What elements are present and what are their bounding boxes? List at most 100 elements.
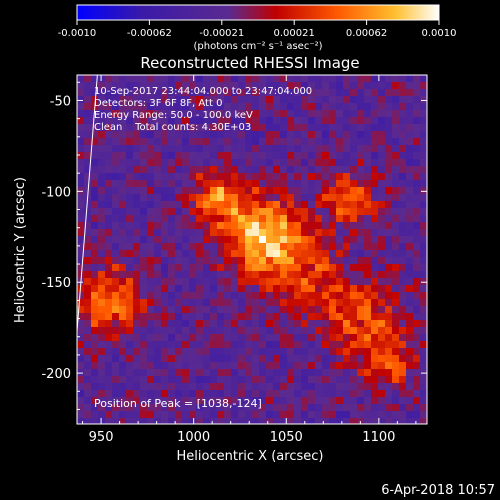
heatmap-cell [280, 194, 287, 201]
heatmap-cell [343, 250, 350, 257]
heatmap-cell [392, 390, 399, 397]
heatmap-cell [91, 411, 98, 418]
heatmap-cell [168, 180, 175, 187]
heatmap-cell [168, 355, 175, 362]
heatmap-cell [154, 292, 161, 299]
heatmap-cell [84, 124, 91, 131]
heatmap-cell [91, 369, 98, 376]
heatmap-cell [126, 397, 133, 404]
heatmap-cell [182, 138, 189, 145]
heatmap-cell [336, 138, 343, 145]
heatmap-cell [399, 306, 406, 313]
heatmap-cell [161, 418, 168, 424]
heatmap-cell [357, 222, 364, 229]
heatmap-cell [371, 110, 378, 117]
heatmap-cell [126, 187, 133, 194]
heatmap-cell [371, 313, 378, 320]
heatmap-cell [154, 194, 161, 201]
heatmap-cell [287, 257, 294, 264]
heatmap-cell [343, 299, 350, 306]
heatmap-cell [273, 75, 280, 82]
heatmap-cell [378, 348, 385, 355]
heatmap-cell [322, 362, 329, 369]
heatmap-cell [399, 334, 406, 341]
heatmap-cell [280, 89, 287, 96]
heatmap-cell [371, 208, 378, 215]
heatmap-cell [385, 243, 392, 250]
heatmap-cell [280, 152, 287, 159]
heatmap-cell [252, 159, 259, 166]
heatmap-cell [350, 390, 357, 397]
heatmap-cell [294, 341, 301, 348]
heatmap-cell [336, 404, 343, 411]
heatmap-cell [406, 215, 413, 222]
heatmap-cell [224, 89, 231, 96]
heatmap-cell [154, 229, 161, 236]
heatmap-cell [98, 96, 105, 103]
heatmap-cell [203, 180, 210, 187]
heatmap-cell [273, 299, 280, 306]
heatmap-cell [154, 215, 161, 222]
heatmap-cell [280, 138, 287, 145]
heatmap-cell [147, 376, 154, 383]
heatmap-cell [252, 173, 259, 180]
heatmap-cell [126, 159, 133, 166]
heatmap-cell [420, 320, 427, 327]
heatmap-cell [210, 201, 217, 208]
heatmap-cell [217, 145, 224, 152]
heatmap-cell [119, 103, 126, 110]
heatmap-cell [252, 82, 259, 89]
heatmap-cell [203, 376, 210, 383]
heatmap-cell [126, 250, 133, 257]
heatmap-cell [105, 117, 112, 124]
heatmap-cell [357, 145, 364, 152]
heatmap-cell [105, 124, 112, 131]
heatmap-cell [273, 82, 280, 89]
heatmap-cell [413, 383, 420, 390]
heatmap-cell [413, 194, 420, 201]
heatmap-cell [343, 327, 350, 334]
heatmap-cell [301, 250, 308, 257]
heatmap-cell [231, 110, 238, 117]
heatmap-cell [105, 96, 112, 103]
heatmap-cell [336, 208, 343, 215]
heatmap-cell [168, 306, 175, 313]
heatmap-cell [147, 404, 154, 411]
heatmap-cell [147, 173, 154, 180]
heatmap-cell [413, 362, 420, 369]
heatmap-cell [189, 376, 196, 383]
heatmap-cell [294, 138, 301, 145]
heatmap-cell [224, 327, 231, 334]
heatmap-cell [413, 285, 420, 292]
heatmap-cell [287, 397, 294, 404]
heatmap-cell [378, 208, 385, 215]
heatmap-cell [119, 390, 126, 397]
heatmap-cell [182, 96, 189, 103]
heatmap-cell [280, 103, 287, 110]
heatmap-cell [175, 194, 182, 201]
heatmap-cell [224, 166, 231, 173]
heatmap-cell [378, 124, 385, 131]
heatmap-cell [266, 201, 273, 208]
heatmap-cell [154, 145, 161, 152]
heatmap-cell [154, 369, 161, 376]
heatmap-cell [406, 271, 413, 278]
heatmap-cell [413, 152, 420, 159]
heatmap-cell [287, 222, 294, 229]
heatmap-cell [119, 320, 126, 327]
heatmap-cell [189, 320, 196, 327]
heatmap-cell [350, 166, 357, 173]
heatmap-cell [252, 75, 259, 82]
heatmap-cell [217, 236, 224, 243]
heatmap-cell [322, 355, 329, 362]
heatmap-cell [329, 96, 336, 103]
heatmap-cell [420, 243, 427, 250]
colorbar-tick-label: -0.0010 [58, 28, 97, 39]
heatmap-cell [273, 404, 280, 411]
heatmap-cell [399, 292, 406, 299]
heatmap-cell [238, 397, 245, 404]
heatmap-cell [420, 89, 427, 96]
heatmap-cell [196, 404, 203, 411]
heatmap-cell [266, 117, 273, 124]
heatmap-cell [259, 390, 266, 397]
